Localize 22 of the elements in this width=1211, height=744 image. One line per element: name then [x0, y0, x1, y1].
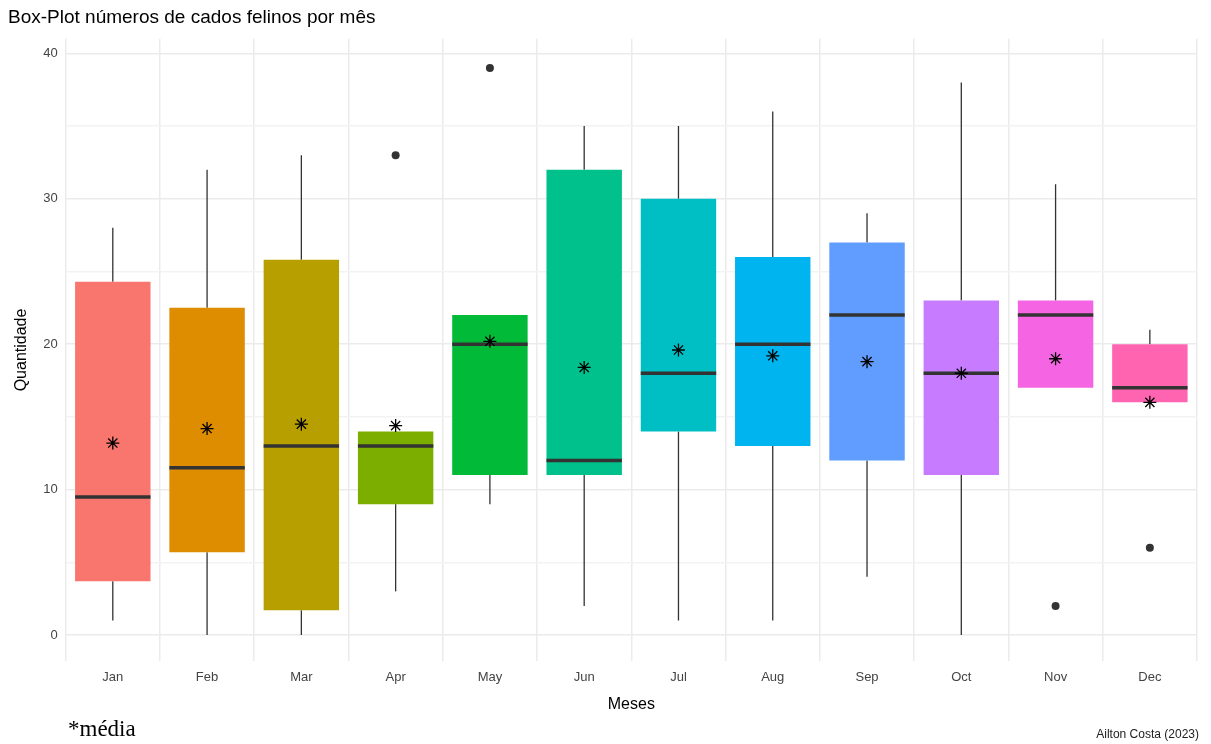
- y-tick-label: 30: [43, 190, 58, 206]
- x-tick-label: Nov: [1044, 668, 1068, 684]
- x-tick-label: Jul: [670, 668, 687, 684]
- text: Ailton Costa (2023): [1096, 727, 1199, 741]
- y-tick-label: 0: [50, 626, 58, 642]
- x-tick-label: Dec: [1138, 668, 1162, 684]
- x-axis-title: Meses: [607, 694, 655, 712]
- x-tick-label: Jan: [102, 668, 124, 684]
- x-tick-label: Mar: [290, 668, 314, 684]
- x-tick-label: Oct: [951, 668, 972, 684]
- text: *média: [68, 716, 136, 742]
- x-tick-label: Aug: [761, 668, 785, 684]
- x-tick-label: Apr: [385, 668, 407, 684]
- y-axis-title: Quantidade: [12, 308, 30, 392]
- y-tick-label: 20: [43, 335, 58, 351]
- x-tick-label: May: [477, 668, 503, 684]
- x-tick-label: Jun: [573, 668, 595, 684]
- x-tick-label: Feb: [195, 668, 219, 684]
- y-tick-label: 10: [43, 481, 58, 497]
- x-tick-label: Sep: [855, 668, 879, 684]
- chart-title: Box-Plot números de cados felinos por mês: [8, 5, 376, 27]
- y-tick-label: 40: [43, 44, 58, 60]
